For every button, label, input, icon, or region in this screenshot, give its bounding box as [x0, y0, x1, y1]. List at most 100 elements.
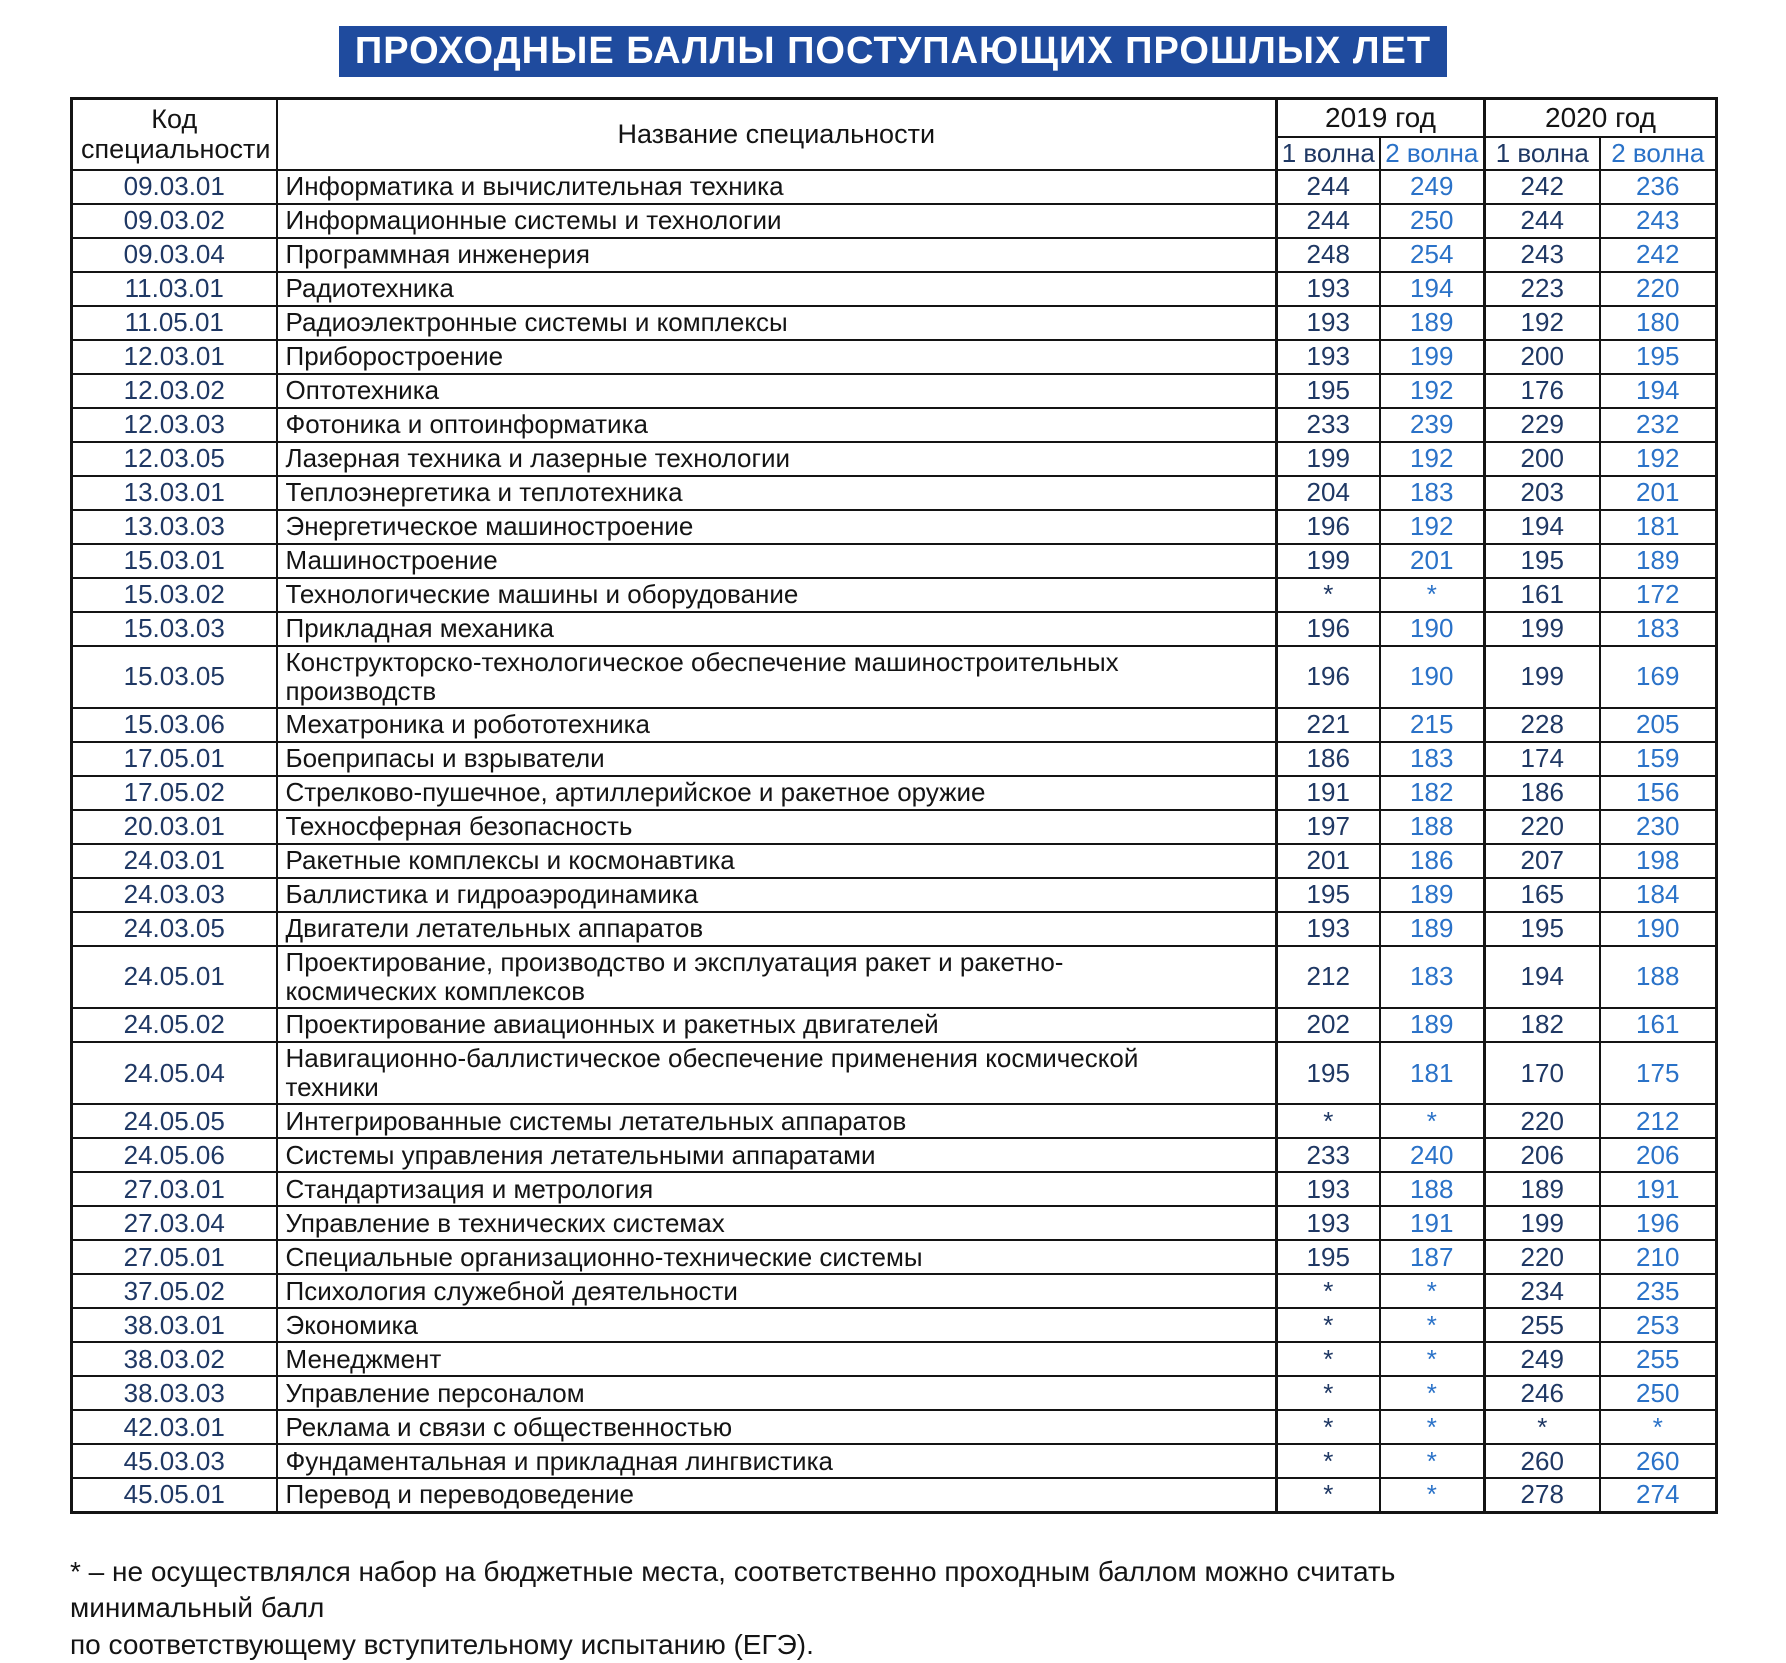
name-cell: Оптотехника	[275, 372, 1278, 409]
name-cell: Психология служебной деятельности	[275, 1273, 1278, 1310]
score-2020-wave1: 165	[1483, 876, 1601, 913]
score-2020-wave1: 170	[1483, 1041, 1601, 1106]
code-cell: 42.03.01	[70, 1409, 278, 1446]
score-2020-wave2: 243	[1598, 202, 1718, 239]
score-2019-wave2: 239	[1378, 406, 1486, 443]
score-2020-wave2: 232	[1598, 406, 1718, 443]
name-cell: Конструкторско-технологическое обеспечен…	[275, 644, 1278, 709]
table-row: 27.03.04 Управление в технических система…	[70, 1205, 1718, 1242]
code-cell: 24.05.05	[70, 1103, 278, 1140]
score-2019-wave2: *	[1378, 1375, 1486, 1412]
header-2020-wave1: 1 волна	[1483, 135, 1601, 171]
name-cell: Информатика и вычислительная техника	[275, 168, 1278, 205]
code-cell: 09.03.02	[70, 202, 278, 239]
score-2020-wave1: 199	[1483, 644, 1601, 709]
table-row: 11.03.01 Радиотехника 193 194 223 220	[70, 270, 1718, 307]
score-2020-wave1: 244	[1483, 202, 1601, 239]
score-2019-wave2: 189	[1378, 1007, 1486, 1044]
score-2020-wave2: 172	[1598, 576, 1718, 613]
score-2019-wave1: *	[1275, 576, 1381, 613]
score-2019-wave2: 201	[1378, 542, 1486, 579]
score-2020-wave1: 249	[1483, 1341, 1601, 1378]
score-2019-wave1: *	[1275, 1103, 1381, 1140]
score-2020-wave1: 242	[1483, 168, 1601, 205]
score-2019-wave2: 187	[1378, 1239, 1486, 1276]
score-2019-wave1: 195	[1275, 372, 1381, 409]
code-cell: 27.03.01	[70, 1171, 278, 1208]
code-cell: 27.05.01	[70, 1239, 278, 1276]
score-2020-wave2: 161	[1598, 1007, 1718, 1044]
code-cell: 20.03.01	[70, 808, 278, 845]
score-2020-wave2: 194	[1598, 372, 1718, 409]
code-cell: 13.03.03	[70, 508, 278, 545]
score-2019-wave2: 191	[1378, 1205, 1486, 1242]
score-2019-wave2: 192	[1378, 508, 1486, 545]
table-row: 12.03.02 Оптотехника 195 192 176 194	[70, 372, 1718, 409]
name-cell: Радиотехника	[275, 270, 1278, 307]
score-2020-wave2: 274	[1598, 1477, 1718, 1514]
score-2019-wave2: 240	[1378, 1137, 1486, 1174]
score-2019-wave1: 248	[1275, 236, 1381, 273]
code-cell: 24.05.01	[70, 944, 278, 1010]
table-row: 24.05.02 Проектирование авиационных и рак…	[70, 1007, 1718, 1044]
table-row: 42.03.01 Реклама и связи с общественность…	[70, 1409, 1718, 1446]
table-row: 12.03.05 Лазерная техника и лазерные техн…	[70, 440, 1718, 477]
score-2020-wave2: 180	[1598, 304, 1718, 341]
code-cell: 24.05.04	[70, 1041, 278, 1106]
score-2020-wave2: 198	[1598, 842, 1718, 879]
name-cell: Двигатели летательных аппаратов	[275, 910, 1278, 947]
score-2020-wave1: 194	[1483, 508, 1601, 545]
score-2019-wave1: 244	[1275, 202, 1381, 239]
score-2019-wave2: 188	[1378, 808, 1486, 845]
score-2020-wave1: 199	[1483, 1205, 1601, 1242]
score-2020-wave2: 253	[1598, 1307, 1718, 1344]
score-2020-wave2: 191	[1598, 1171, 1718, 1208]
score-2020-wave1: 174	[1483, 740, 1601, 777]
code-cell: 17.05.01	[70, 740, 278, 777]
score-2020-wave1: 278	[1483, 1477, 1601, 1514]
score-2019-wave1: 199	[1275, 440, 1381, 477]
score-2019-wave1: 212	[1275, 944, 1381, 1010]
score-2020-wave1: 200	[1483, 440, 1601, 477]
score-2020-wave1: 203	[1483, 474, 1601, 511]
score-2020-wave1: 260	[1483, 1443, 1601, 1480]
score-2020-wave1: 186	[1483, 774, 1601, 811]
table-row: 20.03.01 Техносферная безопасность 197 188 2…	[70, 808, 1718, 845]
score-2020-wave1: 192	[1483, 304, 1601, 341]
score-2019-wave1: 195	[1275, 1041, 1381, 1106]
score-2019-wave1: 199	[1275, 542, 1381, 579]
table-row: 45.03.03 Фундаментальная и прикладная лин…	[70, 1443, 1718, 1480]
table-row: 38.03.03 Управление персоналом * * 246 250	[70, 1375, 1718, 1412]
table-row: 38.03.02 Менеджмент * * 249 255	[70, 1341, 1718, 1378]
name-cell: Реклама и связи с общественностью	[275, 1409, 1278, 1446]
code-cell: 13.03.01	[70, 474, 278, 511]
score-2020-wave2: *	[1598, 1409, 1718, 1446]
score-2019-wave1: 233	[1275, 406, 1381, 443]
table-row: 24.05.01 Проектирование, производство и э…	[70, 944, 1718, 1010]
score-2019-wave1: *	[1275, 1273, 1381, 1310]
code-cell: 09.03.04	[70, 236, 278, 273]
code-cell: 12.03.01	[70, 338, 278, 375]
score-2020-wave2: 195	[1598, 338, 1718, 375]
score-2020-wave2: 190	[1598, 910, 1718, 947]
score-2019-wave1: *	[1275, 1307, 1381, 1344]
name-cell: Перевод и переводоведение	[275, 1477, 1278, 1514]
name-cell: Экономика	[275, 1307, 1278, 1344]
score-2019-wave1: 221	[1275, 706, 1381, 743]
score-2020-wave2: 192	[1598, 440, 1718, 477]
score-2019-wave1: 201	[1275, 842, 1381, 879]
code-cell: 24.03.01	[70, 842, 278, 879]
table-row: 17.05.02 Стрелково-пушечное, артиллерийск…	[70, 774, 1718, 811]
score-2020-wave2: 196	[1598, 1205, 1718, 1242]
code-cell: 24.05.02	[70, 1007, 278, 1044]
table-row: 24.05.06 Системы управления летательными …	[70, 1137, 1718, 1174]
score-2020-wave1: 223	[1483, 270, 1601, 307]
name-cell: Приборостроение	[275, 338, 1278, 375]
code-cell: 15.03.05	[70, 644, 278, 709]
table-row: 24.03.01 Ракетные комплексы и космонавтик…	[70, 842, 1718, 879]
score-2019-wave2: 250	[1378, 202, 1486, 239]
table-body: 09.03.01 Информатика и вычислительная тех…	[70, 168, 1718, 1514]
table-row: 15.03.03 Прикладная механика 196 190 199 183	[70, 610, 1718, 647]
table-row: 24.03.05 Двигатели летательных аппаратов 1…	[70, 910, 1718, 947]
score-2020-wave1: 234	[1483, 1273, 1601, 1310]
